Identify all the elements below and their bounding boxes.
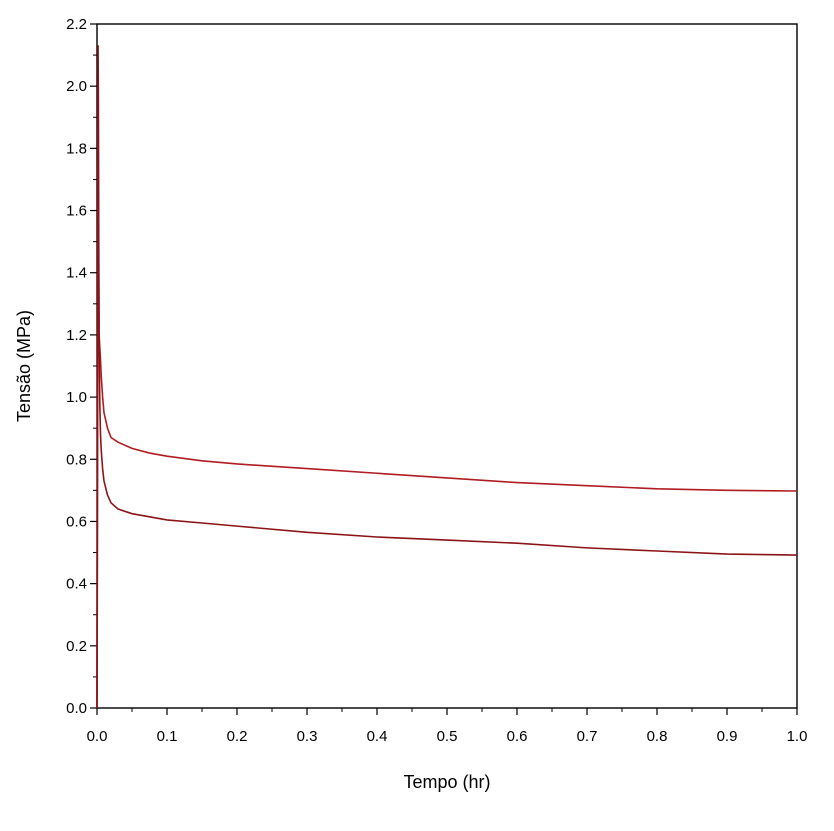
y-tick-label: 1.6	[66, 203, 87, 220]
x-tick-label: 0.4	[367, 728, 388, 745]
series-line-2	[96, 44, 798, 709]
y-tick-label: 1.0	[66, 389, 87, 406]
y-tick-label: 0.4	[66, 576, 87, 593]
y-tick-label: 2.0	[66, 78, 87, 95]
y-tick-label: 1.4	[66, 265, 87, 282]
y-tick-label: 1.8	[66, 140, 87, 157]
x-axis-ticks: 0.0 0.1 0.2 0.3 0.4 0.5 0.6 0.7 0.8 0.9 1.0	[87, 708, 808, 745]
x-tick-label: 1.0	[787, 728, 808, 745]
x-tick-label: 0.1	[157, 728, 178, 745]
y-tick-label: 1.2	[66, 327, 87, 344]
y-axis-title: Tensão (MPa)	[14, 310, 34, 422]
x-tick-label: 0.3	[297, 728, 318, 745]
series-layer	[96, 44, 798, 709]
x-tick-label: 0.7	[577, 728, 598, 745]
y-tick-label: 0.2	[66, 638, 87, 655]
x-tick-label: 0.6	[507, 728, 528, 745]
x-tick-label: 0.2	[227, 728, 248, 745]
x-tick-label: 0.0	[87, 728, 108, 745]
y-tick-label: 0.8	[66, 451, 87, 468]
x-tick-label: 0.8	[647, 728, 668, 745]
y-tick-label: 0.0	[66, 700, 87, 717]
y-axis-ticks: 0.0 0.2 0.4 0.6 0.8 1.0 1.2 1.4 1.6 1.8 2.0 2.2	[66, 16, 97, 717]
y-tick-label: 2.2	[66, 16, 87, 33]
x-tick-label: 0.5	[437, 728, 458, 745]
x-axis-title: Tempo (hr)	[403, 772, 490, 792]
y-tick-label: 0.6	[66, 513, 87, 530]
x-tick-label: 0.9	[717, 728, 738, 745]
